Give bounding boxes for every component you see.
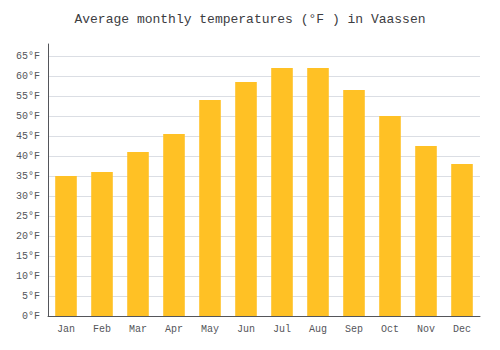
svg-text:Mar: Mar: [129, 324, 147, 335]
svg-text:Average monthly temperatures (: Average monthly temperatures (°F ) in Va…: [74, 12, 425, 27]
svg-text:0°F: 0°F: [22, 311, 40, 322]
svg-text:65°F: 65°F: [16, 51, 40, 62]
svg-text:May: May: [201, 324, 219, 335]
svg-text:Jun: Jun: [237, 324, 255, 335]
svg-text:45°F: 45°F: [16, 131, 40, 142]
svg-text:30°F: 30°F: [16, 191, 40, 202]
svg-text:Oct: Oct: [381, 324, 399, 335]
svg-text:Feb: Feb: [93, 324, 111, 335]
svg-text:50°F: 50°F: [16, 111, 40, 122]
svg-text:40°F: 40°F: [16, 151, 40, 162]
svg-text:35°F: 35°F: [16, 171, 40, 182]
svg-text:Jan: Jan: [57, 324, 75, 335]
svg-text:25°F: 25°F: [16, 211, 40, 222]
svg-text:Sep: Sep: [345, 324, 363, 335]
svg-text:Nov: Nov: [417, 324, 435, 335]
svg-text:10°F: 10°F: [16, 271, 40, 282]
svg-text:20°F: 20°F: [16, 231, 40, 242]
svg-text:15°F: 15°F: [16, 251, 40, 262]
svg-text:5°F: 5°F: [22, 291, 40, 302]
svg-text:55°F: 55°F: [16, 91, 40, 102]
svg-text:Dec: Dec: [453, 324, 471, 335]
svg-text:60°F: 60°F: [16, 71, 40, 82]
svg-text:Apr: Apr: [165, 324, 183, 335]
svg-text:Jul: Jul: [273, 324, 291, 335]
svg-text:Aug: Aug: [309, 324, 327, 335]
